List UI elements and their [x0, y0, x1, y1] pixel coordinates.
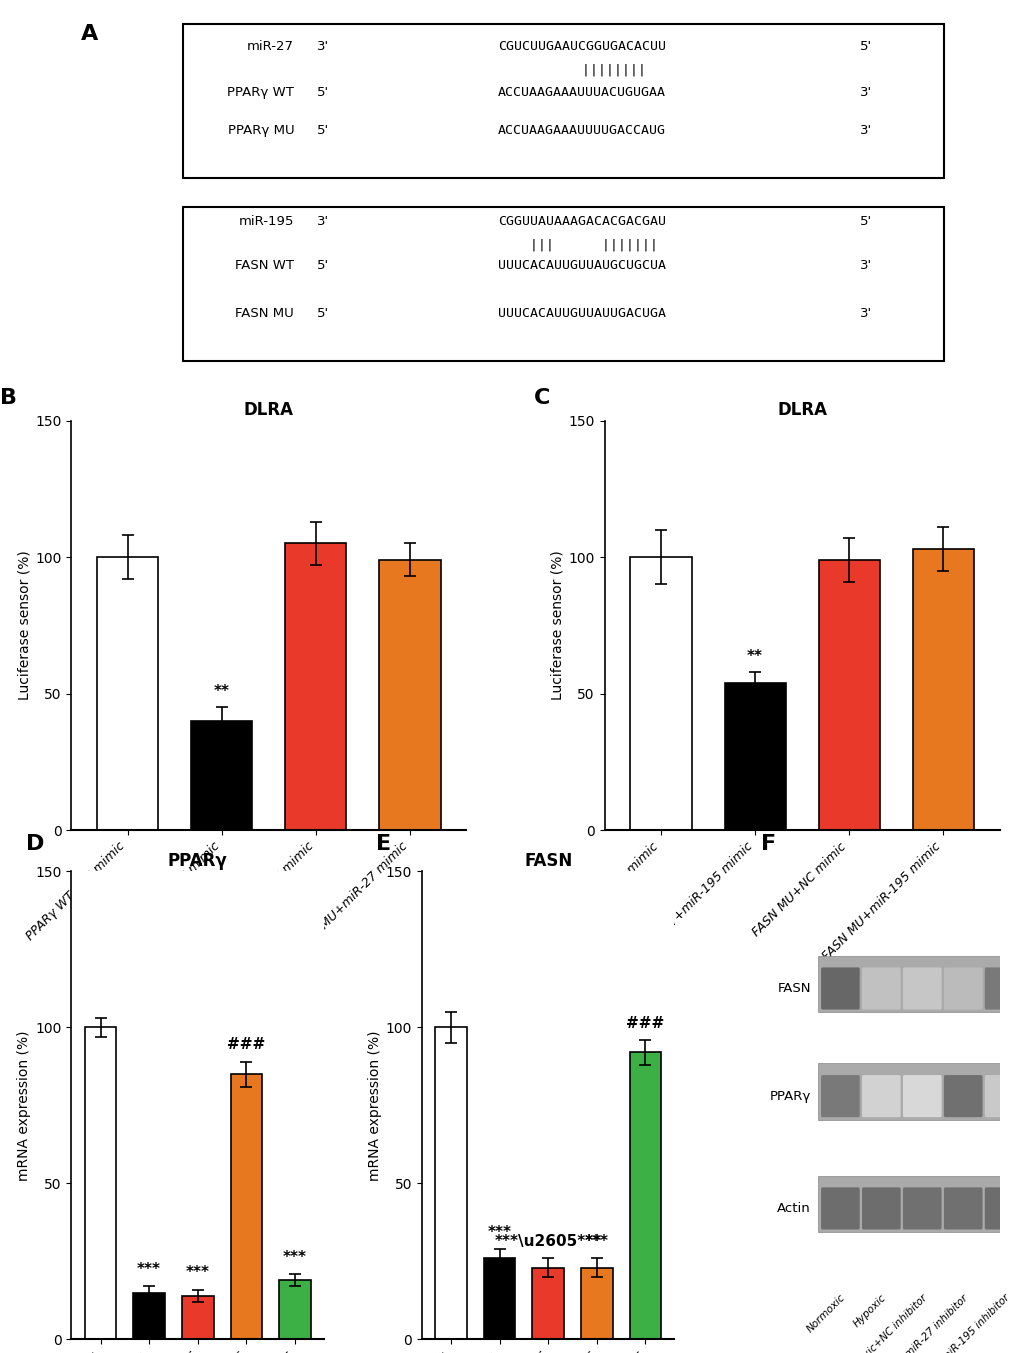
- FancyBboxPatch shape: [943, 1188, 981, 1230]
- Text: Normoxic: Normoxic: [805, 1292, 847, 1335]
- Text: 5': 5': [860, 215, 871, 229]
- Text: 5': 5': [317, 85, 329, 99]
- Text: 5': 5': [860, 41, 871, 53]
- Bar: [230, 1074, 262, 1339]
- Text: miR-27: miR-27: [247, 41, 293, 53]
- FancyBboxPatch shape: [182, 24, 943, 179]
- FancyBboxPatch shape: [943, 967, 981, 1009]
- FancyBboxPatch shape: [817, 955, 1019, 1012]
- Text: 3': 3': [317, 215, 329, 229]
- Text: miR-195: miR-195: [238, 215, 293, 229]
- Bar: [483, 1258, 515, 1339]
- Text: FASN WT: FASN WT: [235, 260, 293, 272]
- Text: D: D: [25, 833, 44, 854]
- Text: B: B: [0, 388, 17, 407]
- FancyBboxPatch shape: [902, 1076, 941, 1118]
- FancyBboxPatch shape: [817, 1063, 1019, 1119]
- Bar: [285, 544, 346, 829]
- Text: PPARγ MU: PPARγ MU: [227, 124, 293, 137]
- Text: Hypoxic: Hypoxic: [851, 1292, 888, 1329]
- Text: ###: ###: [227, 1038, 265, 1053]
- Text: ACCUAAGAAAUUUUGACCAUG: ACCUAAGAAAUUUUGACCAUG: [497, 124, 665, 137]
- Text: C: C: [533, 388, 549, 407]
- Text: A: A: [81, 24, 98, 45]
- Text: Hypoxic+miR-27 inhibitor: Hypoxic+miR-27 inhibitor: [867, 1292, 969, 1353]
- Y-axis label: mRNA expression (%): mRNA expression (%): [367, 1030, 381, 1181]
- Text: ***: ***: [185, 1265, 210, 1280]
- Text: ***: ***: [487, 1224, 512, 1239]
- Text: UUUCACAUUGUUAUUGACUGA: UUUCACAUUGUUAUUGACUGA: [497, 307, 665, 319]
- FancyBboxPatch shape: [861, 1076, 900, 1118]
- Bar: [192, 721, 252, 829]
- Text: ###: ###: [626, 1016, 663, 1031]
- Text: 5': 5': [317, 260, 329, 272]
- Text: ***\u2605***: ***\u2605***: [494, 1234, 601, 1249]
- FancyBboxPatch shape: [861, 967, 900, 1009]
- Bar: [532, 1268, 564, 1339]
- Text: F: F: [760, 833, 775, 854]
- Y-axis label: Luciferase sensor (%): Luciferase sensor (%): [550, 551, 564, 701]
- FancyBboxPatch shape: [820, 1076, 859, 1118]
- Title: PPARγ: PPARγ: [168, 852, 227, 870]
- Text: ***: ***: [137, 1262, 161, 1277]
- Title: DLRA: DLRA: [776, 400, 826, 419]
- Text: **: **: [746, 648, 762, 663]
- Bar: [97, 557, 158, 829]
- FancyBboxPatch shape: [820, 967, 859, 1009]
- Bar: [629, 1053, 660, 1339]
- Y-axis label: Luciferase sensor (%): Luciferase sensor (%): [17, 551, 32, 701]
- FancyBboxPatch shape: [943, 1076, 981, 1118]
- FancyBboxPatch shape: [902, 967, 941, 1009]
- FancyBboxPatch shape: [861, 1188, 900, 1230]
- Text: ||||||||: ||||||||: [518, 64, 645, 77]
- Text: 5': 5': [317, 307, 329, 319]
- Text: 3': 3': [860, 85, 871, 99]
- Text: UUUCACAUUGUUAUGCUGCUA: UUUCACAUUGUUAUGCUGCUA: [497, 260, 665, 272]
- Bar: [630, 557, 691, 829]
- Bar: [181, 1296, 213, 1339]
- Text: ACCUAAGAAAUUUACUGUGAA: ACCUAAGAAAUUUACUGUGAA: [497, 85, 665, 99]
- Bar: [818, 560, 878, 829]
- Text: ***: ***: [584, 1234, 608, 1249]
- Text: 5': 5': [317, 124, 329, 137]
- Text: Hypoxic+NC inhibitor: Hypoxic+NC inhibitor: [843, 1292, 928, 1353]
- Y-axis label: mRNA expression (%): mRNA expression (%): [17, 1030, 32, 1181]
- Text: Hypoxic+miR-195 inhibitor: Hypoxic+miR-195 inhibitor: [904, 1292, 1010, 1353]
- Bar: [581, 1268, 612, 1339]
- Text: |||      |||||||: ||| |||||||: [505, 238, 657, 252]
- Bar: [379, 560, 440, 829]
- FancyBboxPatch shape: [902, 1188, 941, 1230]
- Text: FASN: FASN: [776, 982, 810, 994]
- Text: 3': 3': [860, 260, 871, 272]
- Text: Actin: Actin: [776, 1201, 810, 1215]
- Text: **: **: [214, 685, 229, 700]
- Bar: [133, 1292, 165, 1339]
- FancyBboxPatch shape: [984, 1188, 1019, 1230]
- FancyBboxPatch shape: [984, 1076, 1019, 1118]
- FancyBboxPatch shape: [820, 1188, 859, 1230]
- Bar: [912, 549, 973, 829]
- Title: FASN: FASN: [524, 852, 572, 870]
- Bar: [435, 1027, 467, 1339]
- Text: E: E: [376, 833, 391, 854]
- Text: 3': 3': [860, 307, 871, 319]
- Bar: [723, 683, 785, 829]
- Text: CGUCUUGAAUCGGUGACACUU: CGUCUUGAAUCGGUGACACUU: [497, 41, 665, 53]
- Bar: [85, 1027, 116, 1339]
- Bar: [279, 1280, 311, 1339]
- FancyBboxPatch shape: [182, 207, 943, 361]
- Text: PPARγ WT: PPARγ WT: [227, 85, 293, 99]
- FancyBboxPatch shape: [817, 1176, 1019, 1231]
- Text: PPARγ: PPARγ: [768, 1089, 810, 1103]
- Text: FASN MU: FASN MU: [235, 307, 293, 319]
- Text: ***: ***: [282, 1250, 307, 1265]
- Text: 3': 3': [860, 124, 871, 137]
- Text: 3': 3': [317, 41, 329, 53]
- Text: CGGUUAUAAAGACACGACGAU: CGGUUAUAAAGACACGACGAU: [497, 215, 665, 229]
- Title: DLRA: DLRA: [244, 400, 293, 419]
- FancyBboxPatch shape: [984, 967, 1019, 1009]
